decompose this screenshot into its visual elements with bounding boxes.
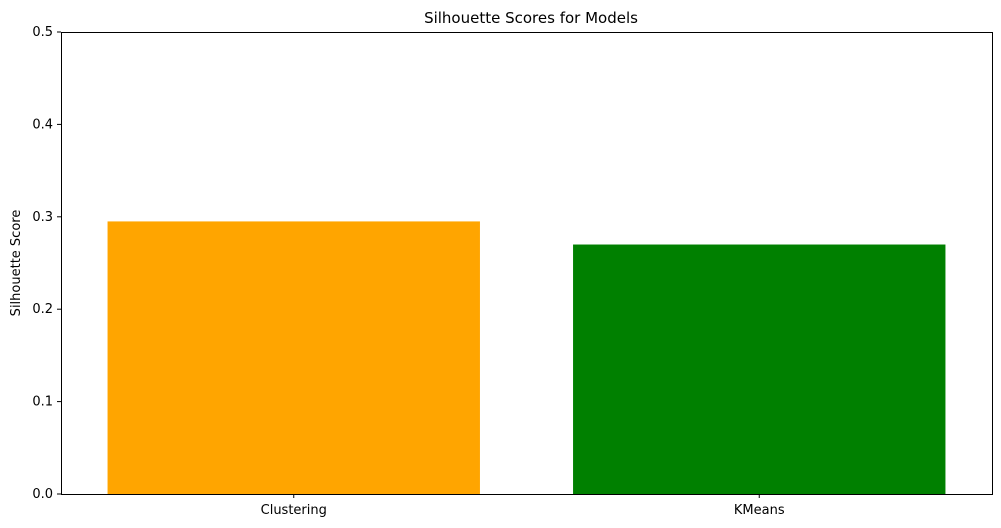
y-tick-label: 0.5 xyxy=(32,25,53,40)
bar-clustering xyxy=(107,221,480,495)
y-tick-label: 0.4 xyxy=(32,117,53,132)
x-tick-label: KMeans xyxy=(734,503,785,518)
y-axis-label: Silhouette Score xyxy=(9,210,24,317)
y-tick-label: 0.0 xyxy=(32,487,53,502)
y-tick-label: 0.2 xyxy=(32,302,53,317)
x-tick-label: Clustering xyxy=(261,503,327,518)
bar-kmeans xyxy=(573,244,946,494)
chart-title: Silhouette Scores for Models xyxy=(424,9,638,27)
bars-group xyxy=(107,221,946,495)
y-tick-label: 0.1 xyxy=(32,395,53,410)
plot-frame xyxy=(61,32,993,495)
x-ticks-group: Clustering KMeans xyxy=(261,494,785,518)
y-ticks-group: 0.0 0.1 0.2 0.3 0.4 0.5 xyxy=(32,25,61,502)
y-tick-label: 0.3 xyxy=(32,210,53,225)
